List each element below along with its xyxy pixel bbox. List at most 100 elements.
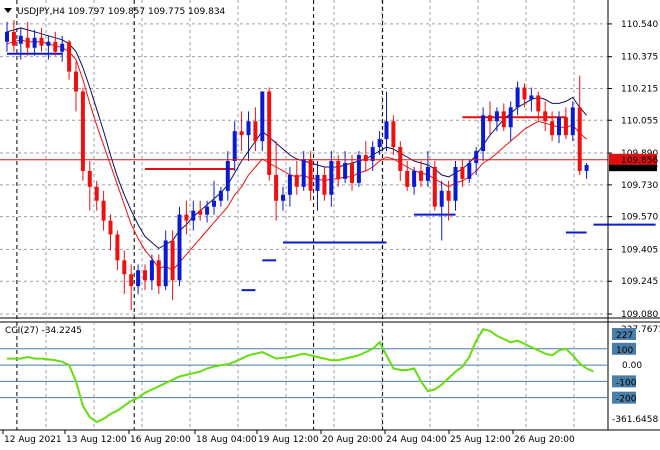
candle[interactable] bbox=[356, 151, 361, 187]
candle[interactable] bbox=[460, 159, 465, 187]
candle-body bbox=[156, 260, 161, 287]
candle[interactable] bbox=[163, 230, 168, 291]
candle[interactable] bbox=[419, 161, 423, 187]
candle[interactable] bbox=[384, 91, 389, 152]
candle[interactable] bbox=[315, 161, 320, 211]
candle[interactable] bbox=[350, 155, 354, 191]
candle[interactable] bbox=[18, 27, 23, 60]
candle[interactable] bbox=[239, 111, 244, 152]
candle[interactable] bbox=[260, 91, 265, 152]
candle[interactable] bbox=[543, 101, 548, 132]
candle-body bbox=[87, 170, 92, 187]
candle[interactable] bbox=[412, 166, 417, 195]
candle[interactable] bbox=[205, 200, 210, 223]
candle[interactable] bbox=[577, 75, 582, 175]
candle[interactable] bbox=[198, 200, 203, 221]
candle[interactable] bbox=[253, 107, 258, 152]
candle[interactable] bbox=[191, 200, 196, 231]
candle[interactable] bbox=[557, 111, 561, 144]
candle[interactable] bbox=[87, 161, 92, 211]
candle[interactable] bbox=[274, 141, 279, 221]
candle[interactable] bbox=[287, 166, 292, 207]
candle[interactable] bbox=[377, 131, 382, 156]
candles[interactable] bbox=[5, 19, 589, 311]
candle[interactable] bbox=[101, 190, 106, 231]
candle[interactable] bbox=[405, 161, 410, 191]
candle[interactable] bbox=[60, 35, 65, 62]
cci-axis: 227.7671 -361.6458 0.00 100 -100 -200 227 bbox=[612, 325, 660, 425]
candle[interactable] bbox=[529, 87, 534, 112]
candle[interactable] bbox=[149, 254, 154, 291]
candle[interactable] bbox=[584, 162, 589, 179]
candle[interactable] bbox=[177, 206, 182, 287]
candle-body bbox=[522, 87, 527, 100]
candle-body bbox=[212, 200, 216, 207]
candle-body bbox=[163, 240, 168, 287]
candle-body bbox=[129, 274, 134, 287]
candle[interactable] bbox=[432, 161, 437, 211]
candle[interactable] bbox=[25, 21, 30, 56]
cci-title: CCI(27) -34.2245 bbox=[5, 326, 82, 336]
candle[interactable] bbox=[212, 180, 216, 215]
candle[interactable] bbox=[53, 31, 58, 56]
candle[interactable] bbox=[515, 81, 520, 116]
cci-level-badge bbox=[612, 391, 636, 404]
candle[interactable] bbox=[39, 27, 44, 52]
candle[interactable] bbox=[391, 115, 396, 156]
candle[interactable] bbox=[453, 161, 458, 211]
candle[interactable] bbox=[522, 83, 527, 108]
candle[interactable] bbox=[281, 186, 285, 211]
candle[interactable] bbox=[94, 180, 99, 211]
candle[interactable] bbox=[467, 159, 472, 183]
candle[interactable] bbox=[370, 141, 375, 171]
candle[interactable] bbox=[267, 87, 272, 181]
candle[interactable] bbox=[46, 35, 51, 60]
candle[interactable] bbox=[329, 151, 334, 207]
candle[interactable] bbox=[508, 101, 513, 142]
candle[interactable] bbox=[129, 264, 134, 311]
candle[interactable] bbox=[218, 186, 223, 207]
collapse-triangle-icon[interactable] bbox=[4, 8, 12, 13]
candle[interactable] bbox=[11, 19, 16, 52]
candle[interactable] bbox=[136, 264, 141, 295]
candle[interactable] bbox=[246, 111, 251, 161]
candle[interactable] bbox=[336, 155, 341, 187]
candle[interactable] bbox=[80, 87, 85, 181]
candle[interactable] bbox=[301, 151, 306, 191]
candle-body bbox=[356, 155, 361, 183]
candle[interactable] bbox=[488, 101, 492, 136]
candle[interactable] bbox=[446, 180, 451, 221]
candle[interactable] bbox=[170, 230, 175, 301]
candle[interactable] bbox=[501, 103, 506, 132]
candle[interactable] bbox=[143, 264, 147, 291]
price-label: 109.570 bbox=[621, 213, 658, 223]
candle[interactable] bbox=[570, 101, 575, 142]
candle[interactable] bbox=[494, 107, 499, 132]
candle[interactable] bbox=[439, 180, 444, 241]
candle[interactable] bbox=[232, 121, 237, 171]
candle-body bbox=[563, 117, 568, 136]
candle[interactable] bbox=[322, 166, 327, 201]
candle[interactable] bbox=[122, 250, 127, 295]
candle[interactable] bbox=[425, 151, 430, 187]
candle[interactable] bbox=[115, 230, 120, 271]
candle-body bbox=[260, 91, 265, 142]
candle[interactable] bbox=[67, 39, 72, 80]
candle[interactable] bbox=[363, 141, 368, 171]
candle[interactable] bbox=[5, 21, 9, 52]
candle[interactable] bbox=[474, 147, 479, 175]
candle[interactable] bbox=[563, 107, 568, 140]
candle[interactable] bbox=[481, 107, 486, 161]
candle[interactable] bbox=[343, 151, 348, 183]
candle[interactable] bbox=[294, 161, 299, 195]
candle[interactable] bbox=[398, 141, 403, 181]
candle[interactable] bbox=[108, 214, 113, 251]
candle[interactable] bbox=[32, 29, 37, 56]
cci-level-badge-label: -100 bbox=[616, 378, 637, 388]
candle[interactable] bbox=[184, 200, 189, 235]
candle[interactable] bbox=[156, 254, 161, 295]
candle[interactable] bbox=[536, 91, 541, 122]
candle[interactable] bbox=[74, 61, 78, 112]
candle[interactable] bbox=[550, 111, 555, 142]
